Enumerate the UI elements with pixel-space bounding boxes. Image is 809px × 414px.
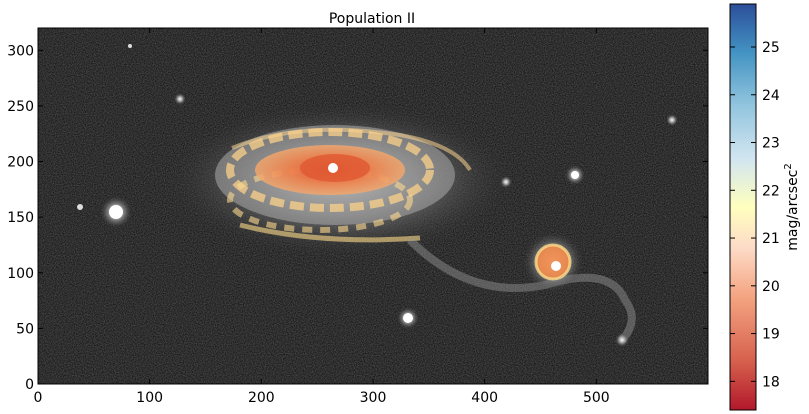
y-tick-label: 50	[16, 321, 34, 337]
x-tick-label: 200	[248, 390, 275, 406]
colorbar-tick-label: 18	[762, 374, 780, 390]
y-tick-label: 0	[25, 377, 34, 393]
y-tick-label: 250	[7, 99, 34, 115]
colorbar-tick-label: 20	[762, 279, 780, 295]
colorbar-tick-label: 22	[762, 183, 780, 199]
star	[500, 176, 512, 188]
colorbar-tick-label: 21	[762, 231, 780, 247]
colorbar-axis: 18 19 20 21 22 23 24 25	[730, 40, 780, 390]
colorbar-label: mag/arcsec2	[783, 163, 801, 251]
colorbar-tick-label: 23	[762, 136, 780, 152]
colorbar-label-sup: 2	[783, 163, 794, 169]
x-tick-label: 0	[34, 390, 43, 406]
colorbar-label-text: mag/arcsec	[785, 170, 801, 251]
y-tick-label: 100	[7, 266, 34, 282]
x-tick-label: 500	[583, 390, 610, 406]
main-galaxy	[165, 102, 515, 258]
x-tick-label: 300	[360, 390, 387, 406]
galaxy-image-panel	[38, 28, 708, 384]
star	[77, 204, 83, 210]
y-tick-label: 150	[7, 210, 34, 226]
star	[666, 114, 678, 126]
x-tick-label: 100	[136, 390, 163, 406]
star-core	[403, 313, 413, 323]
y-tick-label: 200	[7, 155, 34, 171]
star-core	[571, 171, 579, 179]
plot-title: Population II	[329, 11, 415, 27]
star	[128, 44, 132, 48]
star-core	[109, 205, 123, 219]
x-tick-label: 400	[471, 390, 498, 406]
companion-galaxy	[523, 232, 583, 292]
colorbar-tick-label: 25	[762, 40, 780, 56]
colorbar-tick-label: 24	[762, 88, 780, 104]
x-axis: 0 100 200 300 400 500	[34, 28, 610, 406]
colorbar-tick-label: 19	[762, 327, 780, 343]
star	[615, 333, 629, 347]
y-tick-label: 300	[7, 43, 34, 59]
colorbar	[729, 3, 757, 411]
foreground-stars	[77, 44, 678, 347]
star	[174, 93, 186, 105]
y-axis: 0 50 100 150 200 250 300	[7, 43, 708, 393]
